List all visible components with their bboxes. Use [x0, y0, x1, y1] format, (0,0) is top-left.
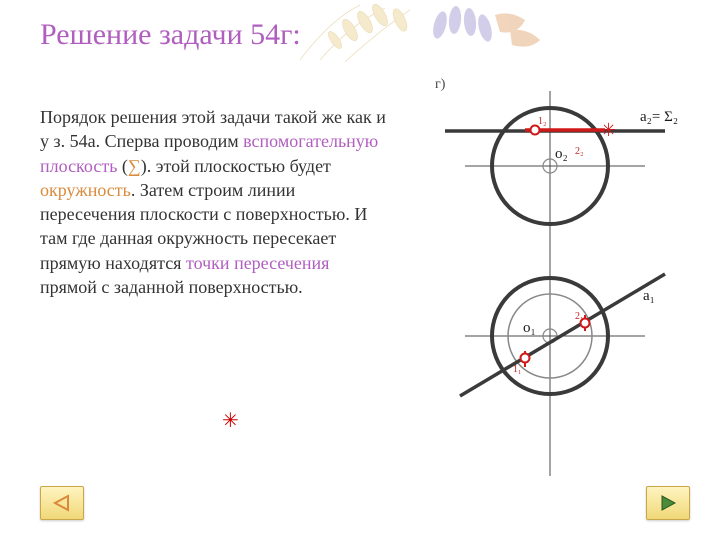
svg-text:a₁: a₁	[643, 288, 655, 304]
svg-text:2₁: 2₁	[575, 311, 584, 322]
svg-text:2₂: 2₂	[575, 146, 584, 157]
text-part: (	[117, 156, 128, 176]
svg-text:1₂: 1₂	[538, 116, 547, 127]
arrow-left-icon	[52, 494, 72, 512]
arrow-right-icon	[658, 494, 678, 512]
text-sigma: ∑	[128, 156, 141, 176]
svg-text:o₂: o₂	[555, 146, 568, 162]
wheat-decoration	[290, 0, 550, 70]
svg-text:o₁: o₁	[523, 320, 536, 336]
text-part: ). этой плоскостью будет	[141, 156, 331, 176]
svg-text:1₁: 1₁	[513, 364, 522, 375]
star-marker: ✳	[222, 408, 239, 433]
geometry-diagram: г) ✳ 1₂ 2₂ o₂ a₂= Σ₂ o₁ a₁ 2₁ 1₁	[405, 76, 705, 496]
text-circle: окружность	[40, 180, 131, 200]
text-part: прямой с заданной поверхностью.	[40, 277, 303, 297]
svg-text:a₂= Σ₂: a₂= Σ₂	[640, 109, 678, 125]
solution-text: Порядок решения этой задачи такой же как…	[40, 105, 390, 299]
page-title: Решение задачи 54г:	[40, 18, 301, 52]
text-intersection-points: точки пересечения	[186, 253, 330, 273]
prev-button[interactable]	[40, 486, 84, 520]
diagram-label-g: г)	[435, 77, 446, 92]
svg-text:✳: ✳	[601, 120, 616, 140]
next-button[interactable]	[646, 486, 690, 520]
